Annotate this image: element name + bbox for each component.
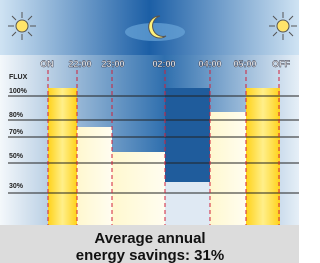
dark-block: [165, 88, 210, 182]
time-label: 23:00: [101, 59, 124, 69]
time-label: 02:00: [152, 59, 175, 69]
flux-block: [165, 182, 210, 225]
flux-block: [210, 112, 246, 225]
level-label: 80%: [9, 112, 24, 119]
caption: energy savings: 31%: [76, 247, 224, 263]
time-label: 05:00: [233, 59, 256, 69]
flux-block: [48, 88, 77, 225]
time-label: ON: [40, 59, 54, 69]
caption: Average annual: [94, 230, 205, 247]
sun-right: [269, 12, 297, 40]
diagram: ON 22:00 23:00 02:00 04:00 05:00 OFF FLU…: [0, 0, 299, 263]
level-label: 70%: [9, 129, 24, 136]
level-label: 100%: [9, 88, 28, 95]
time-label: 04:00: [198, 59, 221, 69]
time-label: OFF: [272, 59, 290, 69]
flux-block: [77, 127, 112, 225]
sun-left: [8, 12, 36, 40]
axis-label: FLUX: [9, 74, 28, 81]
time-label: 22:00: [68, 59, 91, 69]
level-label: 50%: [9, 153, 24, 160]
level-label: 30%: [9, 183, 24, 190]
flux-block: [246, 88, 280, 225]
